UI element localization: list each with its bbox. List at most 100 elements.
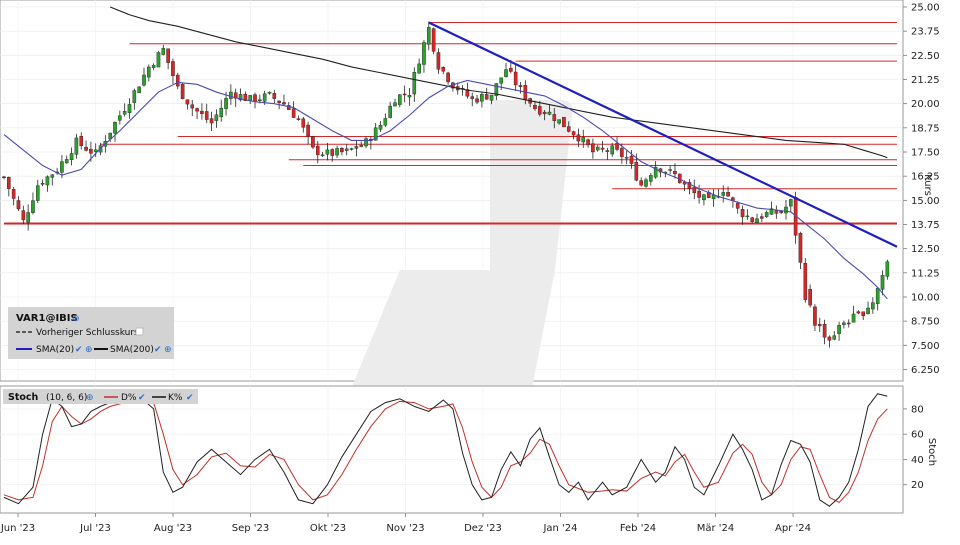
- candle-body: [50, 174, 55, 178]
- candle-body: [562, 116, 566, 128]
- x-tick-label: Mär '24: [697, 523, 735, 534]
- candle-body: [175, 74, 180, 87]
- candle-body: [89, 148, 93, 154]
- candle-body: [475, 98, 479, 103]
- candle-body: [740, 209, 745, 218]
- candle-body: [166, 48, 170, 63]
- candle-body: [653, 166, 658, 178]
- stoch-frame: [0, 385, 904, 514]
- candle-body: [64, 159, 69, 164]
- candlesticks: [2, 21, 890, 348]
- stoch-panel: [0, 385, 904, 514]
- candle-body: [518, 85, 523, 87]
- candle-body: [306, 124, 310, 137]
- stoch-axis-label: Stoch: [926, 438, 937, 466]
- candle-body: [132, 90, 137, 103]
- candle-body: [697, 190, 701, 198]
- candle-body: [147, 66, 151, 78]
- candle-body: [60, 161, 64, 173]
- candle-body: [364, 138, 368, 147]
- y-tick-label: 12.50: [911, 244, 940, 255]
- candle-body: [272, 93, 277, 99]
- candle-body: [200, 110, 204, 114]
- candle-body: [480, 93, 484, 102]
- candle-body: [21, 210, 26, 221]
- candle-body: [195, 108, 199, 112]
- candle-body: [335, 148, 339, 156]
- y-tick-label: 20.00: [911, 99, 940, 110]
- y-tick-label: 13.75: [911, 220, 940, 231]
- candle-body: [243, 94, 248, 101]
- candle-body: [702, 194, 706, 201]
- sma200-link-icon[interactable]: ⊕: [164, 345, 172, 355]
- candle-body: [576, 134, 581, 142]
- candle-body: [470, 96, 475, 99]
- candle-body: [248, 95, 252, 101]
- y-tick-label: 10.00: [911, 293, 940, 304]
- candle-body: [581, 137, 586, 143]
- sma20-link-icon[interactable]: ⊕: [85, 345, 93, 355]
- candle-body: [808, 289, 812, 306]
- candle-body: [668, 169, 672, 171]
- candle-body: [311, 136, 315, 148]
- candle-body: [595, 146, 600, 151]
- legend-bg: [8, 307, 174, 359]
- candle-body: [774, 210, 779, 214]
- stoch-tick-label: 60: [911, 430, 924, 441]
- candle-body: [779, 211, 783, 213]
- y-tick-label: 11.25: [911, 268, 940, 279]
- candle-body: [161, 48, 166, 55]
- candle-body: [282, 102, 286, 105]
- candle-body: [634, 161, 639, 181]
- candle-body: [764, 212, 769, 217]
- y-tick-label: 7.500: [911, 341, 940, 352]
- stoch-k-line: [3, 393, 888, 507]
- stoch-d-label: D%: [121, 393, 137, 403]
- k-check-icon[interactable]: ✔: [186, 393, 194, 403]
- candle-body: [393, 102, 397, 107]
- y-tick-label: 25.00: [911, 3, 940, 14]
- candle-body: [219, 107, 224, 118]
- sma200-check-icon[interactable]: ✔: [154, 345, 162, 355]
- d-check-icon[interactable]: ✔: [138, 393, 146, 403]
- sma20-check-icon[interactable]: ✔: [75, 345, 83, 355]
- x-tick-label: Jan '24: [542, 523, 577, 534]
- candle-body: [2, 176, 6, 179]
- stoch-tick-label: 80: [911, 404, 924, 415]
- y-tick-label: 8.750: [911, 317, 940, 328]
- y-tick-label: 15.00: [911, 196, 940, 207]
- prev-close-checkbox[interactable]: [135, 327, 144, 336]
- candle-body: [827, 336, 832, 341]
- downtrend-line: [428, 21, 898, 248]
- candle-body: [373, 127, 378, 141]
- candle-body: [354, 146, 359, 149]
- candle-body: [137, 86, 141, 93]
- candle-body: [402, 93, 407, 96]
- candle-body: [755, 218, 759, 223]
- stoch-title: Stoch: [8, 392, 39, 403]
- candle-body: [446, 72, 450, 83]
- candle-body: [253, 94, 257, 103]
- candle-body: [315, 145, 320, 156]
- y-tick-label: 23.75: [911, 27, 940, 38]
- stoch-link-icon[interactable]: ⊕: [86, 393, 94, 403]
- candle-body: [494, 83, 499, 97]
- candle-body: [156, 52, 161, 68]
- candle-body: [721, 192, 726, 196]
- candle-body: [277, 100, 281, 103]
- candle-body: [417, 63, 421, 74]
- candle-body: [851, 313, 856, 323]
- candle-body: [784, 206, 788, 214]
- candle-body: [79, 136, 84, 147]
- candle-body: [35, 185, 40, 201]
- candle-body: [813, 306, 817, 326]
- candle-body: [330, 149, 335, 156]
- x-tick-label: Nov '23: [386, 523, 424, 534]
- stoch-tick-label: 40: [911, 455, 924, 466]
- candle-body: [822, 323, 827, 338]
- candle-body: [735, 202, 740, 209]
- x-tick-label: Sep '23: [232, 523, 270, 534]
- link-icon[interactable]: ⊕: [72, 314, 80, 324]
